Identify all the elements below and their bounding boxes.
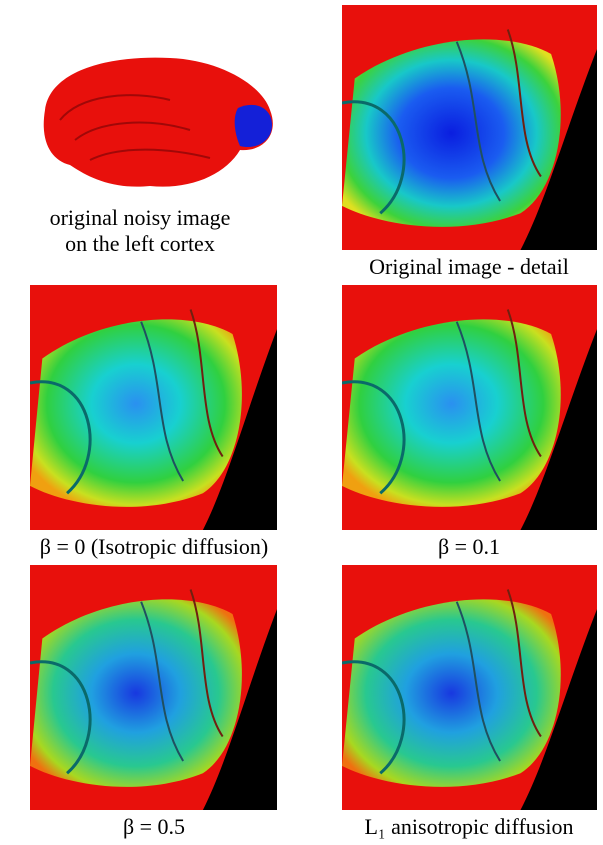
caption: β = 0.5 — [123, 814, 185, 839]
color-region — [30, 319, 242, 507]
caption-line: on the left cortex — [65, 231, 215, 256]
caption: L₁ anisotropic diffusion — [365, 814, 574, 839]
color-region — [342, 599, 561, 787]
detail-image — [342, 285, 597, 530]
caption: β = 0.1 — [438, 534, 500, 559]
color-region — [342, 39, 561, 227]
color-region — [342, 319, 561, 507]
caption: Original image - detail — [369, 254, 569, 279]
detail-image — [30, 565, 277, 810]
figure: original noisy image on the left cortex … — [0, 0, 603, 840]
detail-image — [30, 285, 277, 530]
cortex-image — [44, 58, 273, 187]
caption-line: original noisy image — [50, 205, 231, 230]
color-region — [30, 599, 242, 787]
detail-image — [342, 5, 597, 250]
caption: β = 0 (Isotropic diffusion) — [40, 534, 269, 559]
detail-image — [342, 565, 597, 810]
